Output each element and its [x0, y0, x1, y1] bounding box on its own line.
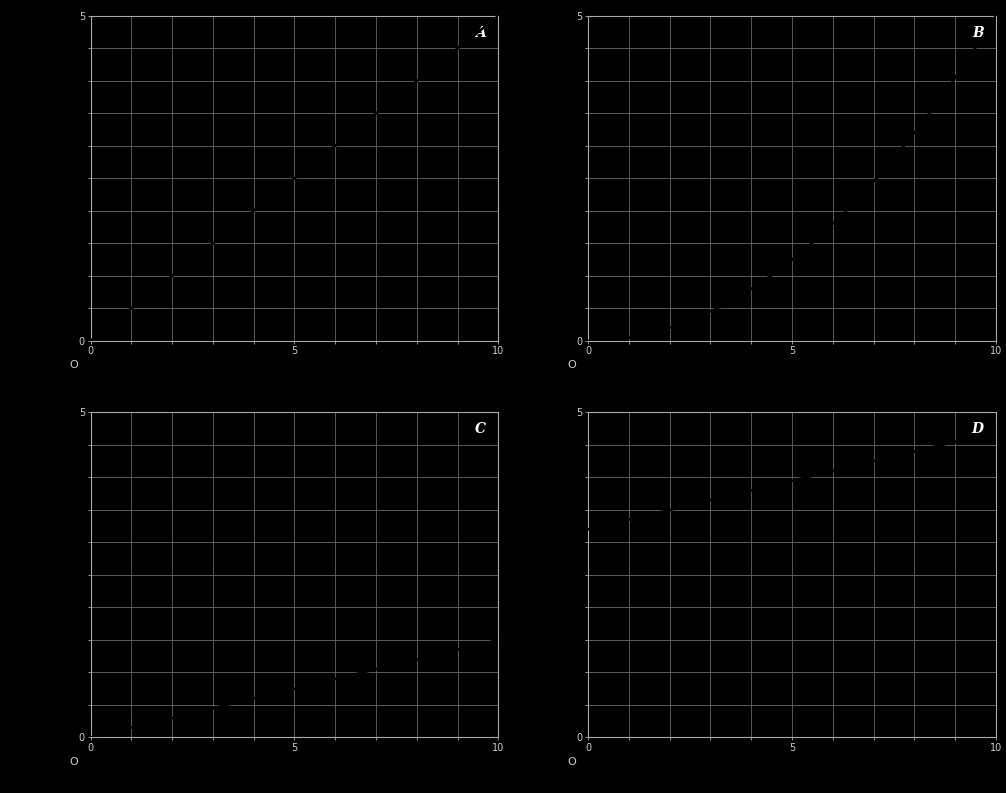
Text: O: O	[69, 361, 78, 370]
Text: C: C	[475, 422, 486, 436]
Text: O: O	[567, 361, 576, 370]
Text: D: D	[972, 422, 984, 436]
Text: O: O	[69, 757, 78, 767]
Text: O: O	[567, 757, 576, 767]
Text: B: B	[972, 25, 984, 40]
Text: A: A	[476, 25, 486, 40]
